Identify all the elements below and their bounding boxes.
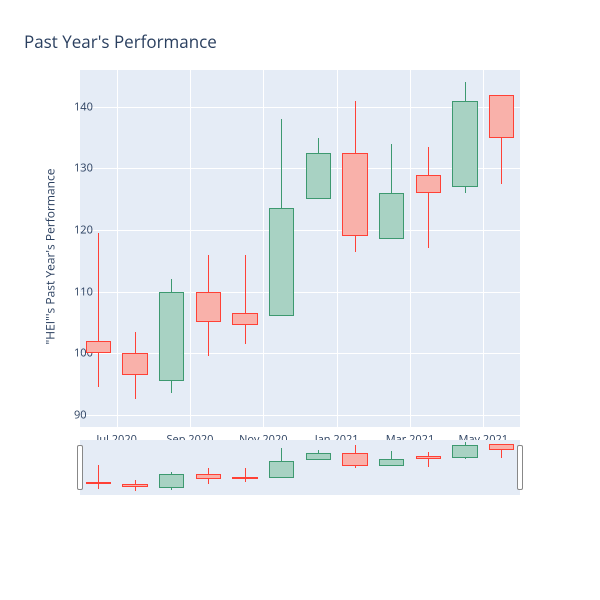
candle-body — [416, 175, 442, 193]
range-slider-handle-right[interactable] — [517, 445, 523, 490]
candle-body — [416, 456, 442, 459]
y-tick-label: 110 — [74, 284, 80, 299]
candle-body — [306, 153, 332, 199]
candle-body — [379, 193, 405, 239]
candle-body — [452, 445, 478, 458]
y-tick-label: 130 — [74, 161, 80, 176]
candle-body — [306, 453, 332, 460]
candle-body — [122, 484, 148, 487]
candle-body — [232, 313, 258, 325]
candle-body — [196, 292, 222, 323]
range-slider-plot[interactable] — [80, 440, 520, 495]
candle-body — [379, 459, 405, 466]
candle-wick — [98, 233, 99, 387]
candle-body — [122, 353, 148, 375]
candle-wick — [428, 452, 429, 468]
y-tick-label: 120 — [74, 223, 80, 238]
y-tick-label: 90 — [74, 407, 80, 422]
candle-wick — [245, 255, 246, 344]
y-tick-label: 100 — [74, 346, 80, 361]
candle-wick — [245, 468, 246, 482]
candle-body — [489, 95, 515, 138]
candle-body — [269, 461, 295, 478]
candle-body — [159, 292, 185, 381]
candle-body — [86, 482, 112, 484]
chart-title: Past Year's Performance — [24, 30, 217, 53]
candle-body — [452, 101, 478, 187]
y-tick-label: 140 — [74, 99, 80, 114]
candle-body — [232, 477, 258, 479]
range-slider-handle-left[interactable] — [77, 445, 83, 490]
candle-body — [196, 474, 222, 479]
candle-body — [86, 341, 112, 353]
candle-body — [489, 444, 515, 451]
candle-body — [342, 153, 368, 236]
main-candlestick-plot[interactable]: 90100110120130140Jul 2020Sep 2020Nov 202… — [80, 70, 520, 427]
candle-body — [269, 208, 295, 316]
candle-wick — [428, 147, 429, 249]
candle-body — [342, 453, 368, 466]
candle-wick — [98, 465, 99, 489]
candle-body — [159, 474, 185, 488]
y-axis-label: "HEI"'s Past Year's Performance — [42, 157, 59, 357]
